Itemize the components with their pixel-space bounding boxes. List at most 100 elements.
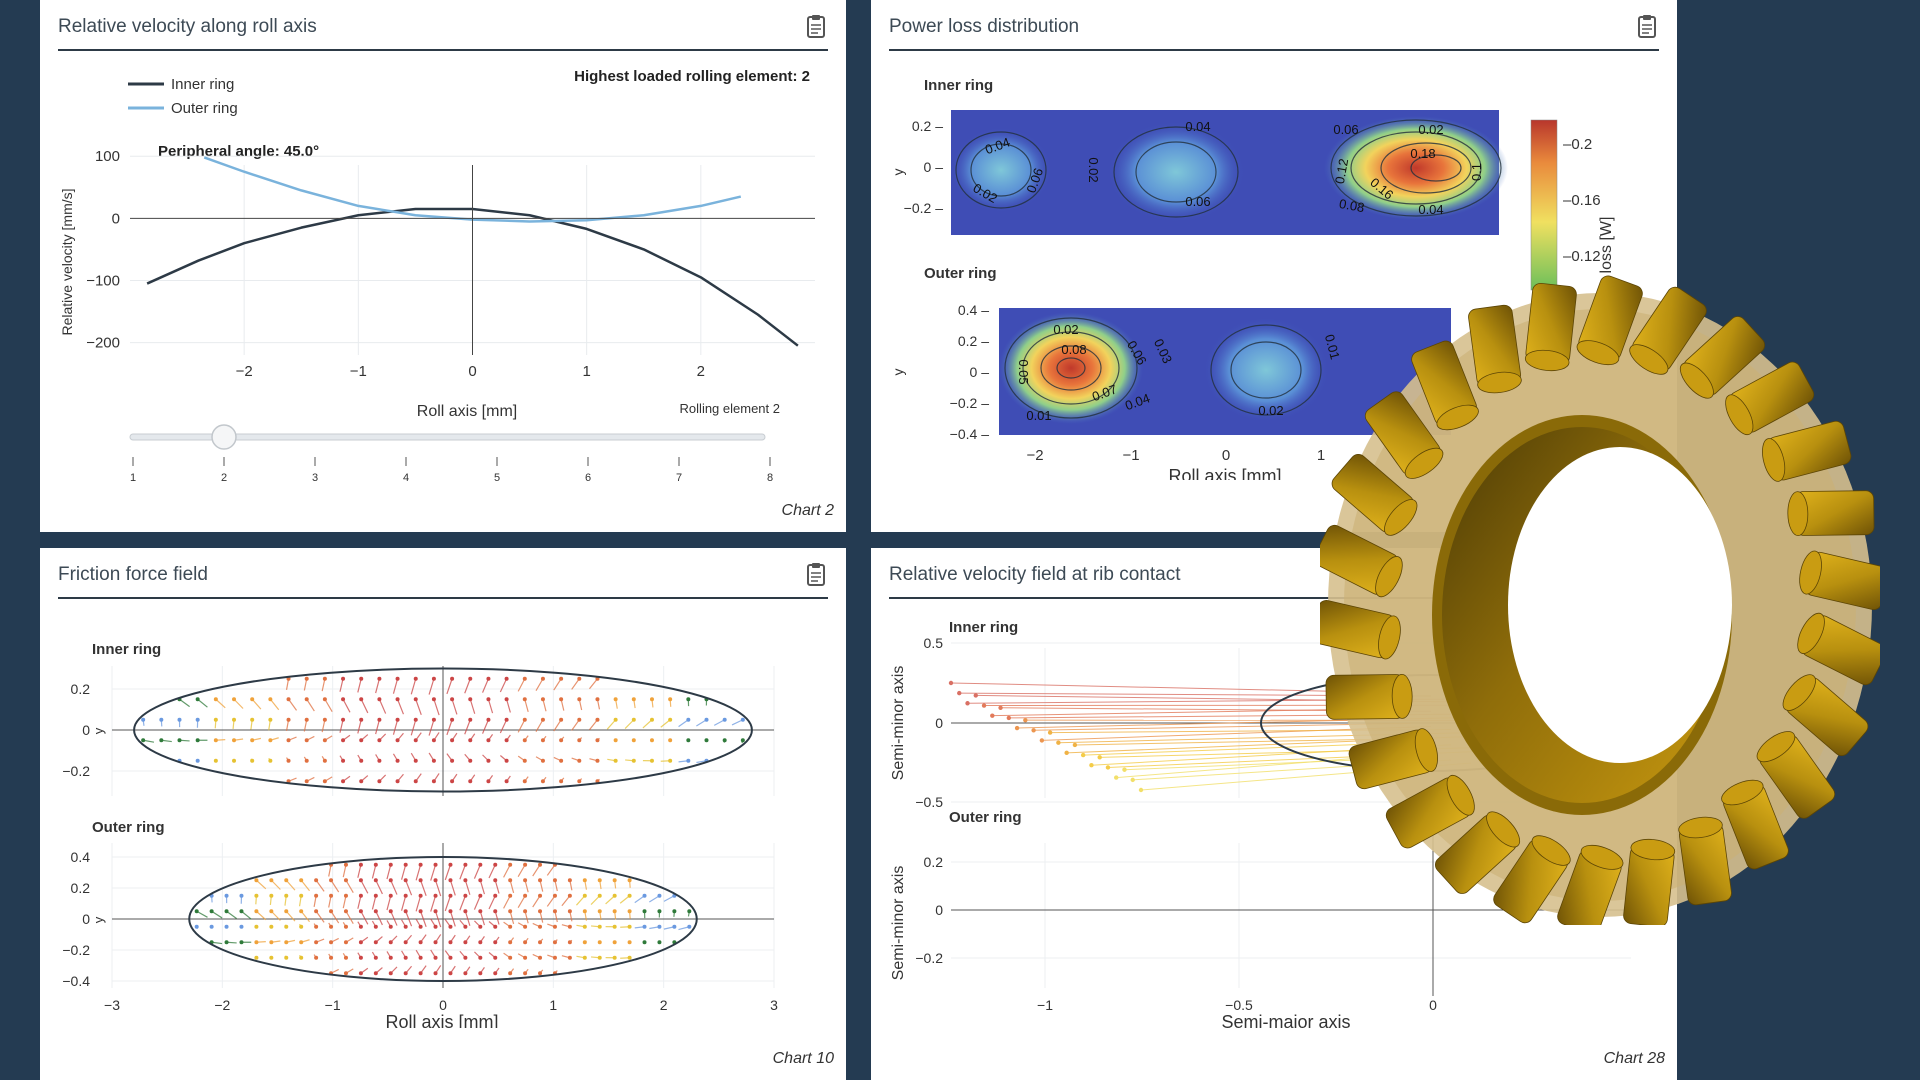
roller: [1576, 275, 1643, 366]
force-vector: [542, 699, 547, 712]
contour-label: 0.04: [1185, 119, 1210, 134]
force-point: [314, 893, 319, 898]
force-vector: [488, 895, 496, 910]
peripheral-angle-annotation: Peripheral angle: 45.0°: [158, 143, 319, 160]
y-axis-title: y: [91, 727, 106, 734]
force-point: [642, 909, 647, 914]
force-vector: [270, 879, 281, 890]
x-tick-label: −2: [214, 997, 230, 1013]
roller: [1629, 286, 1707, 375]
force-point: [284, 893, 289, 898]
force-point: [269, 955, 274, 960]
contour-label: 0.1: [1469, 163, 1484, 181]
y-tick-label: 0: [935, 902, 943, 918]
force-point: [304, 717, 309, 722]
force-point: [582, 893, 587, 898]
force-point: [268, 697, 273, 702]
force-point: [322, 738, 327, 743]
force-point: [468, 676, 473, 681]
force-point: [418, 971, 423, 976]
force-point: [448, 862, 453, 867]
force-vector: [499, 678, 508, 693]
x-axis-title: Semi-major axis: [1221, 1012, 1350, 1028]
force-point: [159, 717, 164, 722]
roller: [1725, 361, 1815, 436]
chart-number: Chart 10: [772, 1050, 834, 1067]
force-point: [522, 717, 527, 722]
x-tick-label: 2: [697, 363, 705, 380]
force-point: [373, 862, 378, 867]
force-point: [631, 758, 636, 763]
force-point: [224, 893, 229, 898]
force-point: [508, 940, 513, 945]
force-vector: [415, 699, 422, 716]
force-point: [341, 697, 346, 702]
force-point: [486, 676, 491, 681]
force-point: [463, 909, 468, 914]
force-vector: [576, 895, 586, 906]
force-point: [448, 878, 453, 883]
x-tick-label: −1: [1122, 447, 1139, 464]
clipboard-icon[interactable]: [806, 562, 826, 586]
roller-end-face: [1797, 612, 1825, 654]
force-point: [358, 940, 363, 945]
clipboard-icon[interactable]: [806, 14, 826, 38]
force-point: [631, 697, 636, 702]
force-point: [627, 878, 632, 883]
force-point: [686, 697, 691, 702]
force-vector: [390, 880, 398, 895]
force-point: [358, 909, 363, 914]
slider-handle[interactable]: [211, 424, 237, 450]
force-point: [224, 940, 229, 945]
rolling-element-slider-track[interactable]: [129, 433, 766, 441]
roller-end-face: [1524, 349, 1570, 372]
force-point: [478, 909, 483, 914]
roller: [1364, 391, 1444, 479]
force-point: [418, 862, 423, 867]
force-point: [450, 758, 455, 763]
roller-end-face: [1391, 674, 1413, 719]
force-vector: [517, 719, 526, 733]
force-point: [577, 697, 582, 702]
force-vector: [410, 719, 417, 736]
force-point: [642, 924, 647, 929]
force-point: [194, 909, 199, 914]
force-point: [577, 779, 582, 784]
force-point: [552, 924, 557, 929]
force-vector: [345, 910, 354, 924]
force-point: [195, 697, 200, 702]
force-point: [468, 717, 473, 722]
force-point: [403, 893, 408, 898]
force-point: [450, 697, 455, 702]
x-axis-title: Roll axis [mm]: [385, 1012, 498, 1028]
force-vector: [328, 864, 332, 877]
heat-blob: [1204, 318, 1328, 422]
force-point: [431, 758, 436, 763]
force-point: [341, 779, 346, 784]
force-point: [567, 940, 572, 945]
roller: [1762, 420, 1852, 482]
force-point: [322, 697, 327, 702]
force-point: [322, 717, 327, 722]
force-point: [612, 955, 617, 960]
force-vector: [256, 879, 267, 890]
contour-label: 0.18: [1410, 146, 1435, 161]
x-tick-label: 1: [582, 363, 590, 380]
force-point: [522, 676, 527, 681]
force-vector: [400, 864, 407, 880]
y-tick-label: −0.4: [62, 973, 90, 989]
force-point: [493, 971, 498, 976]
force-point: [612, 924, 617, 929]
y-tick-label: −200: [86, 335, 120, 352]
force-point: [508, 955, 513, 960]
force-point: [329, 893, 334, 898]
force-point: [314, 924, 319, 929]
force-vector: [499, 719, 508, 734]
panel-title: Relative velocity along roll axis: [58, 16, 317, 37]
clipboard-icon[interactable]: [1637, 14, 1657, 38]
force-vector: [503, 895, 511, 909]
force-point: [304, 676, 309, 681]
force-point: [504, 758, 509, 763]
force-point: [522, 738, 527, 743]
force-point: [254, 955, 259, 960]
